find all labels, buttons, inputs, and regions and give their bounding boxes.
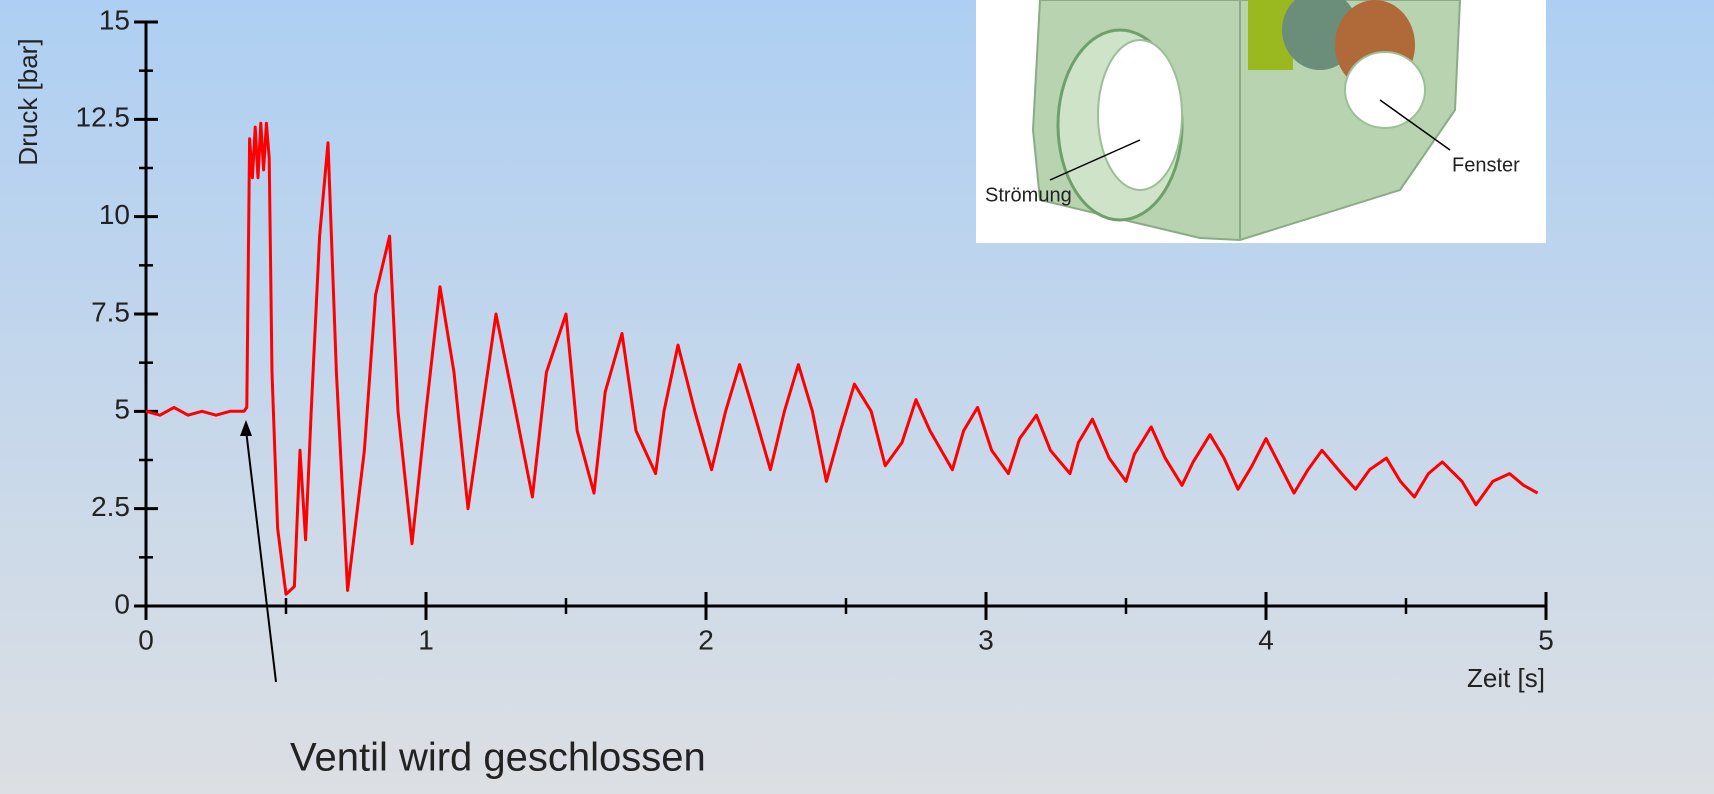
x-tick-label: 5 [1538, 624, 1554, 655]
x-tick-label: 0 [138, 624, 154, 655]
page: {"chart_data": {"type": "line", "ylabel"… [0, 0, 1714, 794]
inset-image: Strömung Fenster [976, 0, 1546, 243]
y-tick-label: 10 [99, 199, 130, 230]
x-tick-label: 2 [698, 624, 714, 655]
y-tick-label: 2.5 [91, 491, 130, 522]
y-tick-label: 0 [114, 588, 130, 619]
y-tick-label: 12.5 [76, 102, 131, 133]
y-axis-label: Druck [bar] [13, 38, 43, 165]
x-tick-label: 1 [418, 624, 434, 655]
y-tick-label: 7.5 [91, 296, 130, 327]
inset-label: Fenster [1452, 154, 1520, 176]
annotation: Ventil wird geschlossen [290, 736, 706, 780]
y-tick-label: 15 [99, 4, 130, 35]
chart: Strömung Fenster Druck [bar] Zeit [s] Ve… [0, 0, 1714, 794]
x-tick-label: 4 [1258, 624, 1274, 655]
annotation-arrow [246, 430, 276, 682]
x-tick-label: 3 [978, 624, 994, 655]
y-tick-label: 5 [114, 394, 130, 425]
inset-label: Strömung [985, 184, 1072, 206]
annotation-arrowhead [240, 420, 252, 436]
x-axis-label: Zeit [s] [1467, 663, 1545, 693]
